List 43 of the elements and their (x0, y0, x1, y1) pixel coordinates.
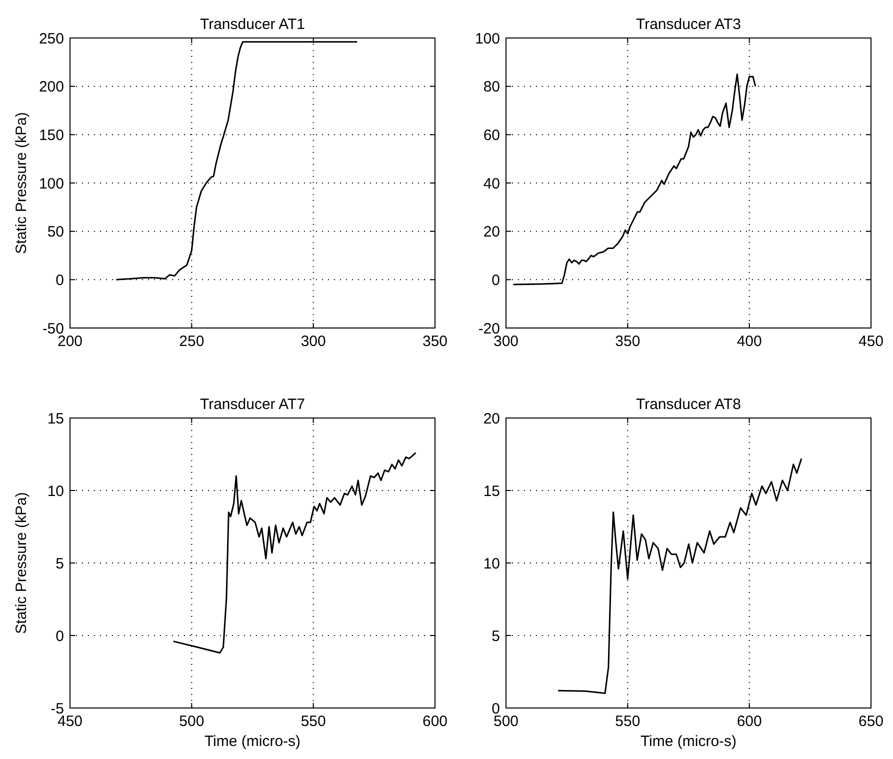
y-tick-label: 15 (47, 410, 64, 428)
y-tick-label: 15 (483, 482, 500, 500)
x-axis-title: Time (micro-s) (204, 733, 301, 750)
x-tick-label: 650 (858, 713, 884, 730)
x-tick-label: 300 (300, 333, 326, 350)
y-tick-label: 0 (492, 272, 500, 289)
x-tick-label: 600 (422, 713, 448, 730)
chart-title: Transducer AT7 (200, 396, 306, 413)
x-tick-label: 500 (179, 713, 204, 730)
x-tick-label: 550 (615, 713, 640, 730)
x-tick-label: 450 (858, 333, 884, 350)
y-tick-label: 20 (483, 410, 500, 428)
y-tick-label: 10 (483, 555, 500, 572)
x-tick-label: 250 (179, 333, 204, 350)
chart-title: Transducer AT3 (636, 16, 742, 33)
x-tick-label: 400 (736, 333, 762, 350)
x-tick-label: 300 (493, 333, 519, 350)
y-tick-label: 250 (38, 30, 64, 48)
y-tick-label: 10 (47, 482, 64, 500)
y-tick-label: 40 (483, 175, 500, 192)
x-tick-label: 350 (615, 333, 640, 350)
y-tick-label: 100 (474, 30, 500, 48)
y-tick-label: 50 (47, 224, 64, 241)
y-axis-title: Static Pressure (kPa) (13, 492, 30, 634)
x-axis-title: Time (micro-s) (640, 733, 737, 750)
y-tick-label: 200 (38, 78, 64, 96)
y-tick-label: 0 (56, 628, 64, 645)
y-tick-label: 150 (38, 126, 64, 144)
x-tick-label: 500 (493, 713, 519, 730)
y-tick-label: 60 (483, 126, 500, 144)
y-tick-label: 5 (56, 555, 64, 572)
y-tick-label: 20 (483, 224, 500, 241)
chart-title: Transducer AT8 (636, 396, 742, 413)
x-tick-label: 350 (422, 333, 448, 350)
x-tick-label: 600 (736, 713, 762, 730)
y-tick-label: 80 (483, 78, 500, 96)
x-tick-label: 450 (57, 713, 83, 730)
y-tick-label: 5 (492, 628, 500, 645)
chart-title: Transducer AT1 (200, 16, 306, 33)
y-tick-label: 0 (56, 272, 64, 289)
y-axis-title: Static Pressure (kPa) (13, 112, 30, 254)
x-tick-label: 550 (300, 713, 326, 730)
y-tick-label: 100 (38, 175, 64, 192)
